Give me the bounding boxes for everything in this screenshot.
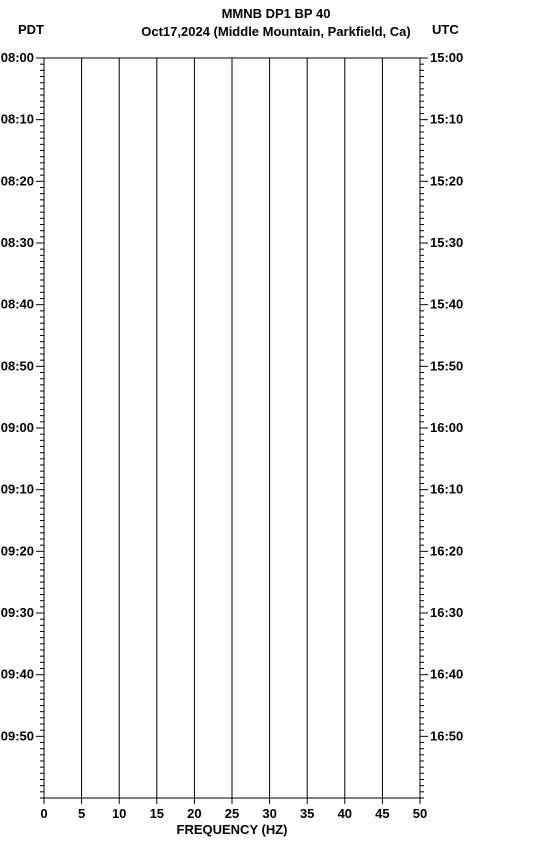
svg-text:15:00: 15:00 [430,50,463,65]
svg-text:08:10: 08:10 [1,112,34,127]
svg-text:08:30: 08:30 [1,235,34,250]
svg-text:15:10: 15:10 [430,112,463,127]
chart-subtitle: Oct17,2024 (Middle Mountain, Parkfield, … [0,24,552,39]
svg-text:15:20: 15:20 [430,173,463,188]
chart-plot: 0 5 10 15 20 25 30 35 40 45 50 FREQUENCY (HZ) 08:00 1… [0,0,552,864]
svg-text:15:50: 15:50 [430,358,463,373]
svg-text:15: 15 [150,806,164,821]
svg-text:20: 20 [187,806,201,821]
svg-text:5: 5 [78,806,85,821]
svg-text:30: 30 [262,806,276,821]
svg-text:09:50: 09:50 [1,728,34,743]
svg-text:40: 40 [338,806,352,821]
svg-text:09:10: 09:10 [1,482,34,497]
svg-text:16:10: 16:10 [430,482,463,497]
svg-text:16:50: 16:50 [430,728,463,743]
svg-text:08:50: 08:50 [1,358,34,373]
svg-text:09:00: 09:00 [1,420,34,435]
chart-header: MMNB DP1 BP 40 [0,6,552,21]
svg-text:25: 25 [225,806,239,821]
svg-text:09:40: 09:40 [1,667,34,682]
svg-text:08:20: 08:20 [1,173,34,188]
svg-text:FREQUENCY (HZ): FREQUENCY (HZ) [177,822,288,837]
svg-text:09:30: 09:30 [1,605,34,620]
svg-text:09:20: 09:20 [1,543,34,558]
svg-text:10: 10 [112,806,126,821]
svg-text:35: 35 [300,806,314,821]
tz-right-label: UTC [432,22,459,37]
svg-text:45: 45 [375,806,389,821]
svg-text:16:20: 16:20 [430,543,463,558]
svg-text:08:00: 08:00 [1,50,34,65]
svg-text:50: 50 [413,806,427,821]
svg-text:15:40: 15:40 [430,297,463,312]
svg-text:0: 0 [40,806,47,821]
svg-text:08:40: 08:40 [1,297,34,312]
svg-text:16:40: 16:40 [430,667,463,682]
svg-text:16:30: 16:30 [430,605,463,620]
svg-text:16:00: 16:00 [430,420,463,435]
svg-text:15:30: 15:30 [430,235,463,250]
chart-title: MMNB DP1 BP 40 [0,6,552,21]
